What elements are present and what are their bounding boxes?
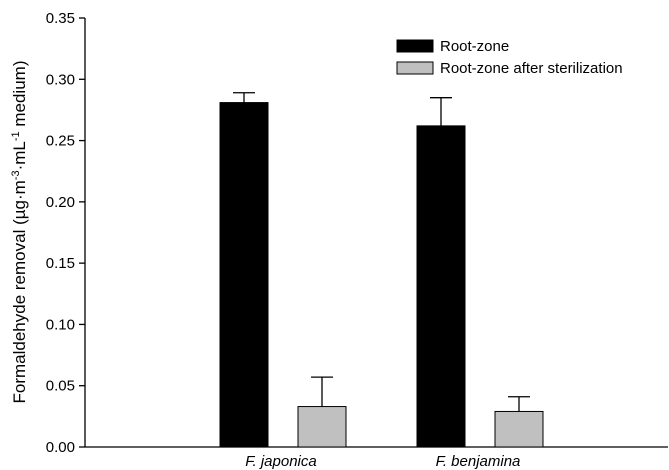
x-tick-label: F. benjamina xyxy=(436,453,521,470)
bar-root-zone-after-sterilization-f-japonica xyxy=(297,406,347,448)
x-axis-labels: F. japonica F. benjamina xyxy=(245,453,520,470)
legend: Root-zone Root-zone after sterilization xyxy=(396,38,623,77)
y-axis-title: Formaldehyde removal (µg·m-3·mL-1 medium… xyxy=(10,60,29,403)
y-tick-label: 0.05 xyxy=(46,378,75,395)
bar-root-zone-after-sterilization-f-benjamina xyxy=(494,410,544,448)
bars xyxy=(219,102,544,448)
error-bars xyxy=(233,92,530,412)
y-tick-label: 0.30 xyxy=(46,71,75,88)
legend-label: Root-zone xyxy=(440,38,509,55)
legend-swatch xyxy=(396,39,434,53)
y-tick-label: 0.25 xyxy=(46,133,75,150)
bar-root-zone-f-japonica xyxy=(219,102,269,448)
legend-label: Root-zone after sterilization xyxy=(440,60,623,77)
y-tick-label: 0.20 xyxy=(46,194,75,211)
y-tick-label: 0.15 xyxy=(46,255,75,272)
axes xyxy=(84,18,668,448)
y-axis-ticks: 0.00 0.05 0.10 0.15 0.20 0.25 0.30 0.35 xyxy=(46,10,85,456)
y-tick-label: 0.35 xyxy=(46,10,75,27)
legend-swatch xyxy=(396,61,434,75)
x-tick-label: F. japonica xyxy=(245,453,316,470)
y-tick-label: 0.00 xyxy=(46,439,75,456)
y-tick-label: 0.10 xyxy=(46,316,75,333)
bar-root-zone-f-benjamina xyxy=(416,125,466,448)
